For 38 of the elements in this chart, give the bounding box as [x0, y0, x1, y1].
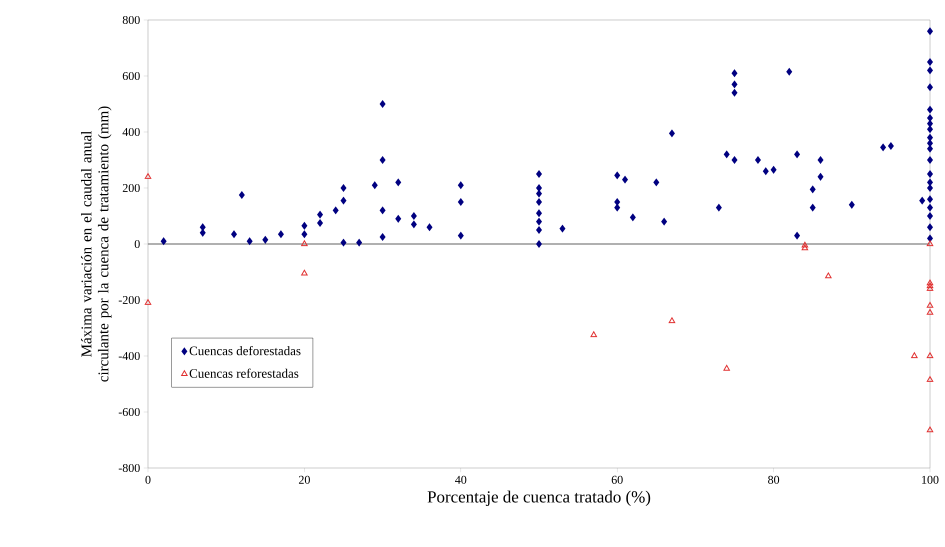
point	[723, 364, 730, 371]
point	[926, 280, 934, 286]
point	[926, 285, 934, 291]
point	[802, 242, 808, 248]
point	[911, 352, 918, 358]
y-tick-label: 600	[122, 72, 140, 80]
point	[668, 317, 676, 324]
point	[144, 173, 152, 179]
point	[926, 282, 934, 288]
y-tick-label: 0	[134, 240, 140, 248]
legend-label: Cuencas deforestadas	[190, 346, 301, 356]
point	[926, 302, 934, 308]
point	[802, 244, 808, 250]
x-axis-title: Porcentaje de cuenca tratado (%)	[428, 490, 650, 506]
y-tick-label: -400	[118, 352, 140, 360]
y-tick-label: 200	[122, 184, 140, 192]
point	[301, 270, 308, 276]
point	[926, 426, 934, 432]
x-tick-label: 40	[455, 476, 466, 484]
y-tick-label: -200	[118, 296, 140, 304]
x-tick-label: 20	[298, 476, 310, 484]
point	[590, 331, 598, 338]
point	[301, 240, 308, 246]
y-tick-label: -800	[118, 464, 140, 472]
y-axis-title: Máxima variación en el caudal anual circulante por la cuenca de tratamiento (mm)	[80, 106, 112, 382]
point	[926, 352, 934, 358]
x-tick-label: 80	[768, 476, 780, 484]
x-tick-label: 0	[145, 476, 151, 484]
legend-label: Cuencas reforestadas	[190, 368, 298, 378]
point	[926, 308, 934, 315]
x-tick-label: 100	[922, 476, 939, 484]
y-tick-label: -600	[118, 408, 140, 416]
y-tick-label: 800	[122, 16, 140, 24]
point	[144, 299, 152, 305]
y-tick-label: 400	[122, 128, 140, 136]
x-tick-label: 60	[612, 476, 623, 484]
point	[825, 272, 832, 278]
point	[926, 376, 934, 382]
